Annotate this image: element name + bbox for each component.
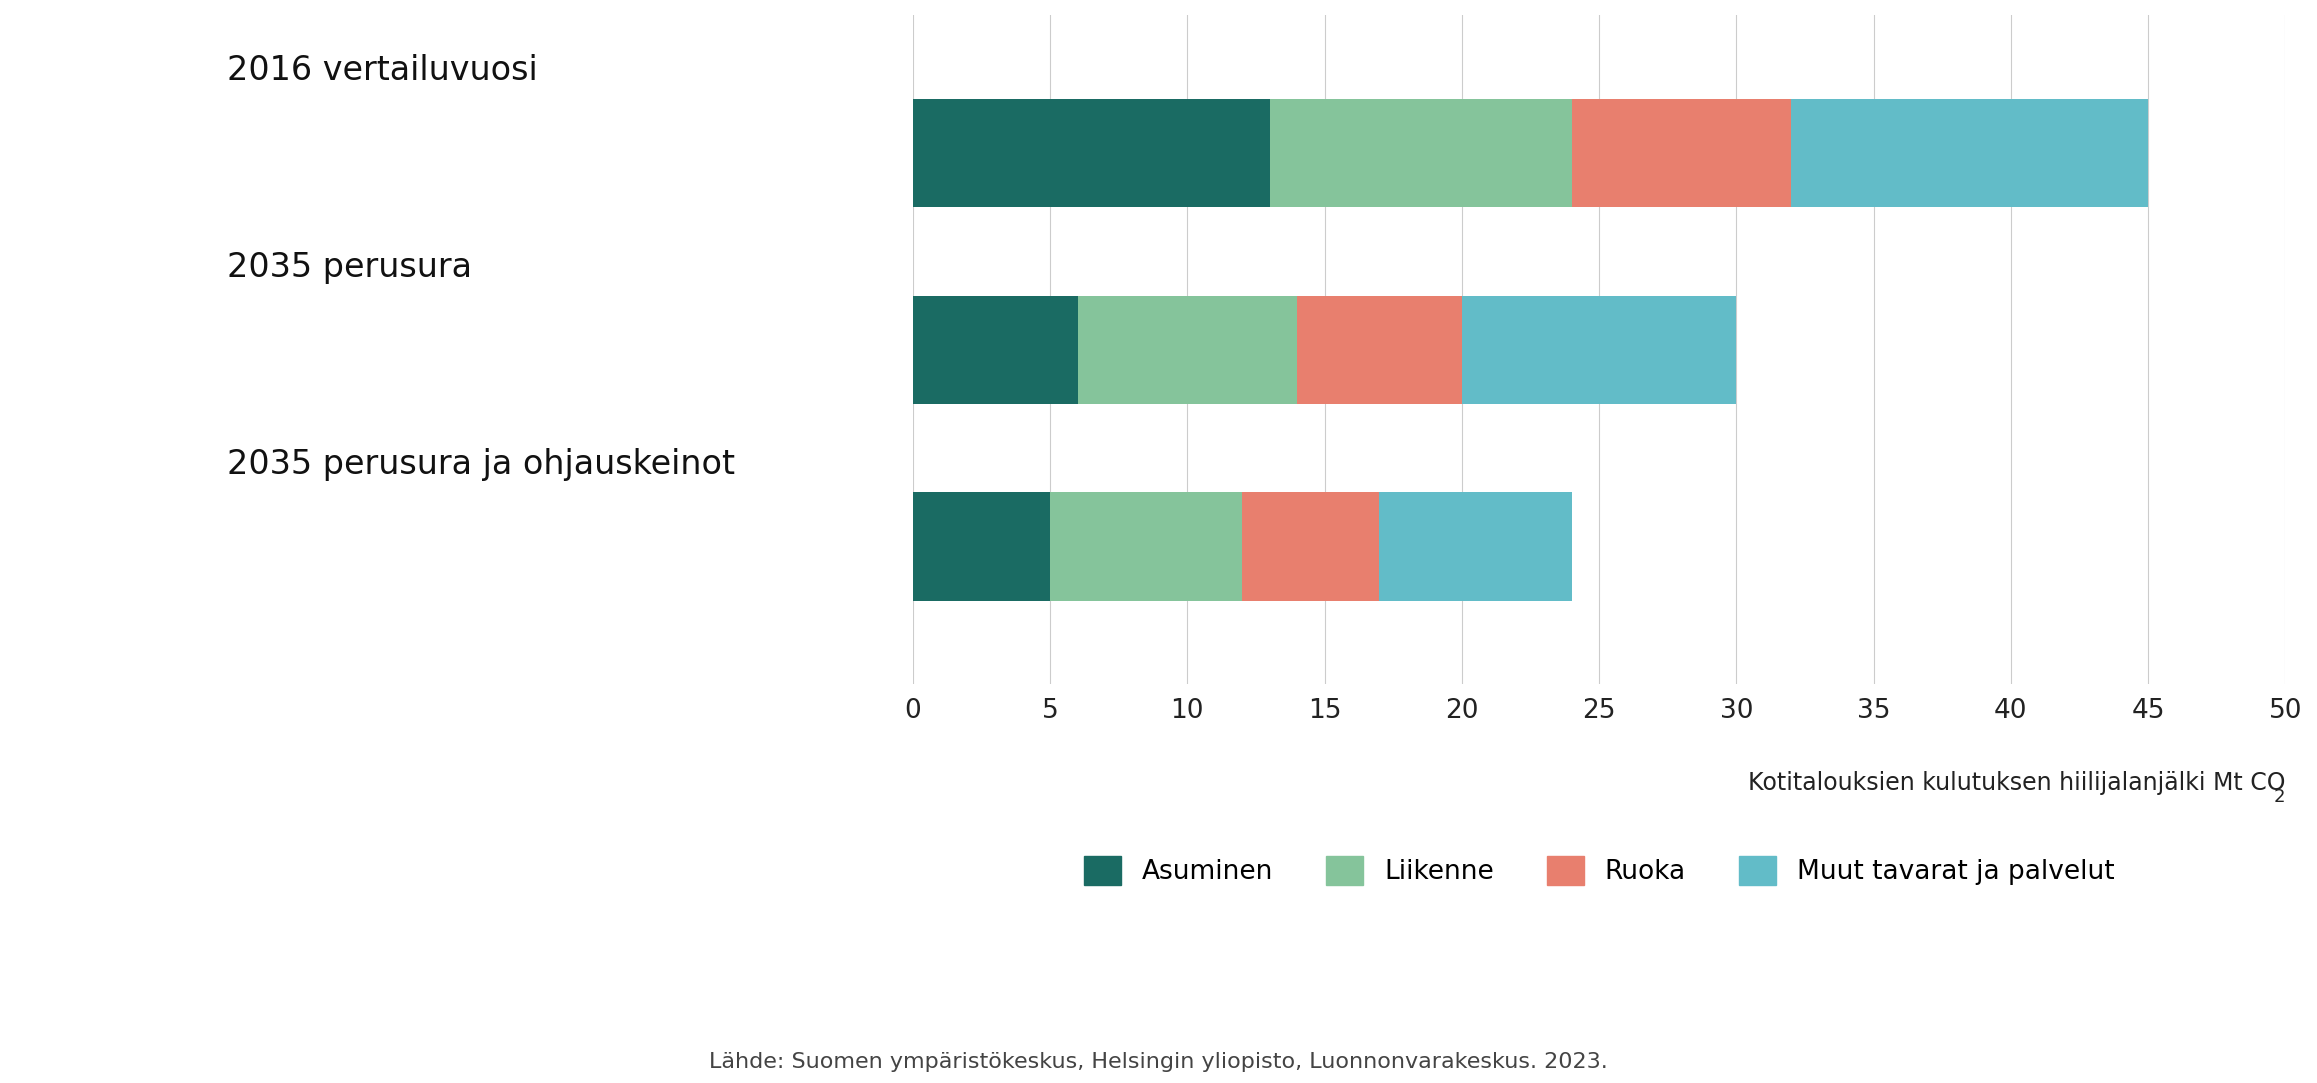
Bar (1298, 296, 1462, 404)
Bar (1077, 296, 1298, 404)
Text: 2035 perusura ja ohjauskeinot: 2035 perusura ja ohjauskeinot (227, 447, 734, 481)
Bar (913, 296, 1077, 404)
Bar (913, 99, 1270, 207)
Text: 2: 2 (2273, 788, 2285, 806)
Text: 2035 perusura: 2035 perusura (227, 251, 473, 284)
Bar (1791, 99, 2148, 207)
Legend: Asuminen, Liikenne, Ruoka, Muut tavarat ja palvelut: Asuminen, Liikenne, Ruoka, Muut tavarat … (1084, 857, 2113, 886)
Bar (1571, 99, 1791, 207)
Bar (1270, 99, 1571, 207)
Bar (1050, 493, 1242, 601)
Text: Lähde: Suomen ympäristökeskus, Helsingin yliopisto, Luonnonvarakeskus. 2023.: Lähde: Suomen ympäristökeskus, Helsingin… (709, 1053, 1608, 1072)
Text: Kotitalouksien kulutuksen hiilijalanjälki Mt CO: Kotitalouksien kulutuksen hiilijalanjälk… (1747, 771, 2285, 795)
Text: 2016 vertailuvuosi: 2016 vertailuvuosi (227, 54, 538, 87)
Bar (913, 493, 1050, 601)
Bar (1462, 296, 1735, 404)
Bar (1379, 493, 1571, 601)
Bar (1242, 493, 1379, 601)
